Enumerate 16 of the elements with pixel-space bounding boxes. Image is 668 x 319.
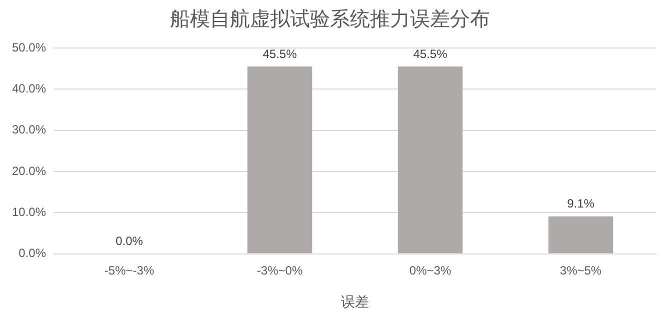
chart-title: 船模自航虚拟试验系统推力误差分布	[170, 8, 490, 31]
y-tick-label: 0.0%	[18, 246, 46, 260]
y-tick-label: 40.0%	[12, 81, 46, 96]
data-label: 0.0%	[116, 234, 144, 248]
x-tick-label: -3%~0%	[256, 263, 303, 278]
x-tick-label: 0%~3%	[409, 263, 452, 278]
data-label: 45.5%	[262, 46, 298, 61]
x-tick-label: 3%~5%	[560, 263, 602, 278]
data-label: 9.1%	[567, 196, 595, 211]
y-tick-label: 30.0%	[12, 122, 46, 137]
y-tick-label: 20.0%	[12, 164, 46, 178]
data-label: 45.5%	[413, 46, 448, 61]
x-axis-title: 误差	[341, 293, 370, 310]
x-tick-label: -5%~-3%	[104, 263, 154, 278]
y-tick-label: 10.0%	[12, 204, 46, 219]
y-tick-label: 50.0%	[12, 40, 46, 54]
